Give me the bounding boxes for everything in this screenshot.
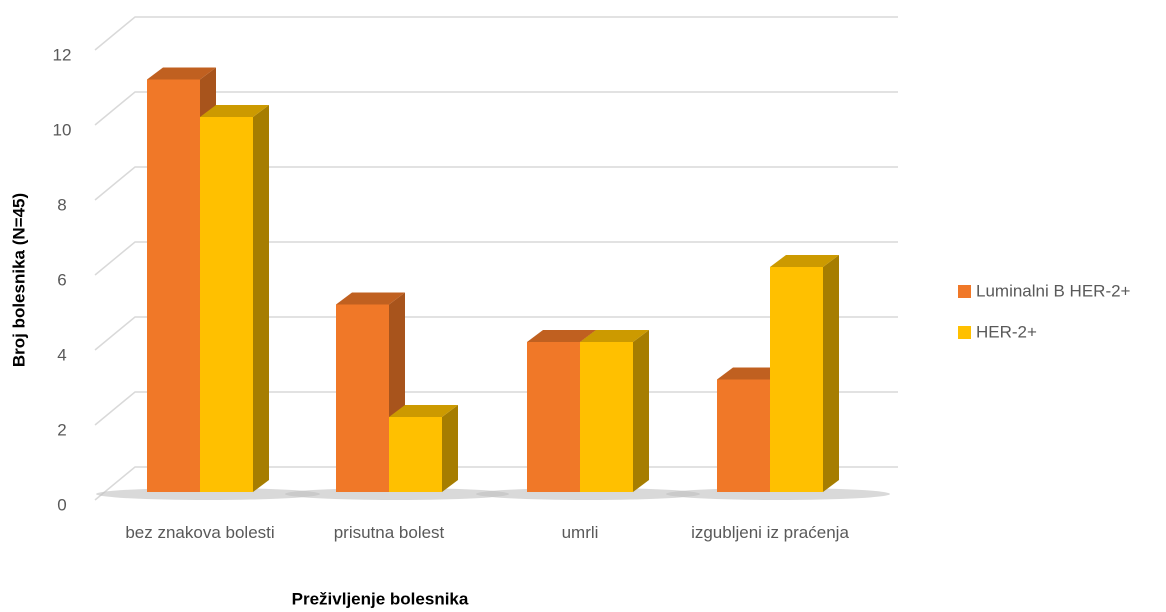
y-tick-label: 0 [57, 495, 66, 514]
x-tick-label-box: bez znakova bolesti [125, 523, 275, 542]
bar-front [200, 117, 253, 492]
y-tick-label: 6 [57, 270, 66, 289]
bar-front [336, 304, 389, 492]
y-tick-label: 12 [53, 45, 72, 64]
grid-line [94, 241, 898, 276]
y-tick-label: 10 [53, 120, 72, 139]
bar-front [389, 417, 442, 492]
legend-swatch [958, 285, 971, 298]
x-tick-label: bez znakova bolesti [125, 523, 275, 542]
x-tick-label-box: prisutna bolest [333, 523, 445, 542]
bar-top [580, 330, 649, 342]
x-tick-label-box: izgubljeni iz praćenja [691, 523, 849, 542]
grid-line [94, 166, 898, 201]
grid-line [94, 16, 898, 51]
x-tick-label: umrli [561, 523, 599, 542]
y-tick-label: 8 [57, 195, 66, 214]
bar-side [442, 405, 458, 492]
grid-line [94, 316, 898, 351]
bar-front [717, 379, 770, 492]
bar-top [389, 405, 458, 417]
legend-label: HER-2+ [976, 322, 1037, 341]
bar-top [527, 330, 596, 342]
bar-top [200, 105, 269, 117]
bar-front [580, 342, 633, 492]
bar-front [527, 342, 580, 492]
y-axis-title: Broj bolesnika (N=45) [9, 193, 28, 367]
bar-front [770, 267, 823, 492]
bar [200, 105, 269, 492]
x-tick-label: prisutna bolest [333, 523, 445, 542]
legend-label: Luminalni B HER-2+ [976, 281, 1131, 300]
y-tick-label: 4 [57, 345, 66, 364]
x-tick-label-box: umrli [561, 523, 599, 542]
bar-top [147, 67, 216, 80]
bar-side [253, 105, 269, 492]
bar-side [823, 255, 839, 492]
legend-swatch [958, 326, 971, 339]
bar-top [770, 255, 839, 267]
bar-front [147, 79, 200, 492]
x-tick-label: izgubljeni iz praćenja [691, 523, 849, 542]
x-axis-title: Preživljenje bolesnika [292, 589, 469, 608]
grid-line [94, 91, 898, 126]
bar-top [336, 292, 405, 305]
bar [580, 330, 649, 492]
bar [770, 255, 839, 492]
bar-top [717, 367, 786, 380]
bar [389, 405, 458, 492]
bar-side [633, 330, 649, 492]
y-tick-label: 2 [57, 420, 66, 439]
